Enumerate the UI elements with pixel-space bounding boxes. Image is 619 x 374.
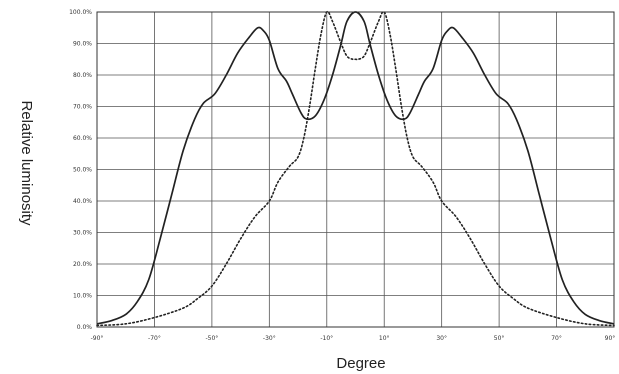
- plot-series: [96, 10, 615, 327]
- y-tick-label: 90.0%: [73, 41, 92, 48]
- y-tick-label: 0.0%: [77, 324, 93, 331]
- x-tick-label: -10°: [320, 335, 333, 342]
- x-tick-label: 90°: [605, 335, 616, 342]
- y-tick-label: 80.0%: [73, 72, 92, 79]
- y-tick-label: 40.0%: [73, 198, 92, 205]
- y-tick-label: 100.0%: [69, 9, 92, 16]
- x-tick-label: 10°: [379, 335, 390, 342]
- y-tick-label: 60.0%: [73, 135, 92, 142]
- x-tick-label: -50°: [205, 335, 218, 342]
- x-tick-label: -90°: [91, 335, 104, 342]
- x-tick-label: -30°: [263, 335, 276, 342]
- x-tick-labels: -90° -70° -50° -30° -10° 10° 30° 50° 70° 90°: [91, 335, 616, 342]
- y-tick-label: 70.0%: [73, 104, 92, 111]
- y-tick-label: 50.0%: [73, 167, 92, 174]
- x-tick-label: 30°: [436, 335, 447, 342]
- y-tick-label: 30.0%: [73, 230, 92, 237]
- y-tick-label: 20.0%: [73, 261, 92, 268]
- plot-frame: [96, 11, 615, 328]
- x-axis-label: Degree: [336, 355, 385, 372]
- y-tick-labels: 0.0% 10.0% 20.0% 30.0% 40.0% 50.0% 60.0% 70.0% 8…: [69, 9, 92, 331]
- x-tick-label: 50°: [494, 335, 505, 342]
- series-dotted-line: [96, 10, 615, 327]
- x-tick-label: -70°: [148, 335, 161, 342]
- y-axis-label: Relative luminosity: [18, 100, 35, 226]
- x-tick-label: 70°: [551, 335, 562, 342]
- y-tick-label: 10.0%: [73, 293, 92, 300]
